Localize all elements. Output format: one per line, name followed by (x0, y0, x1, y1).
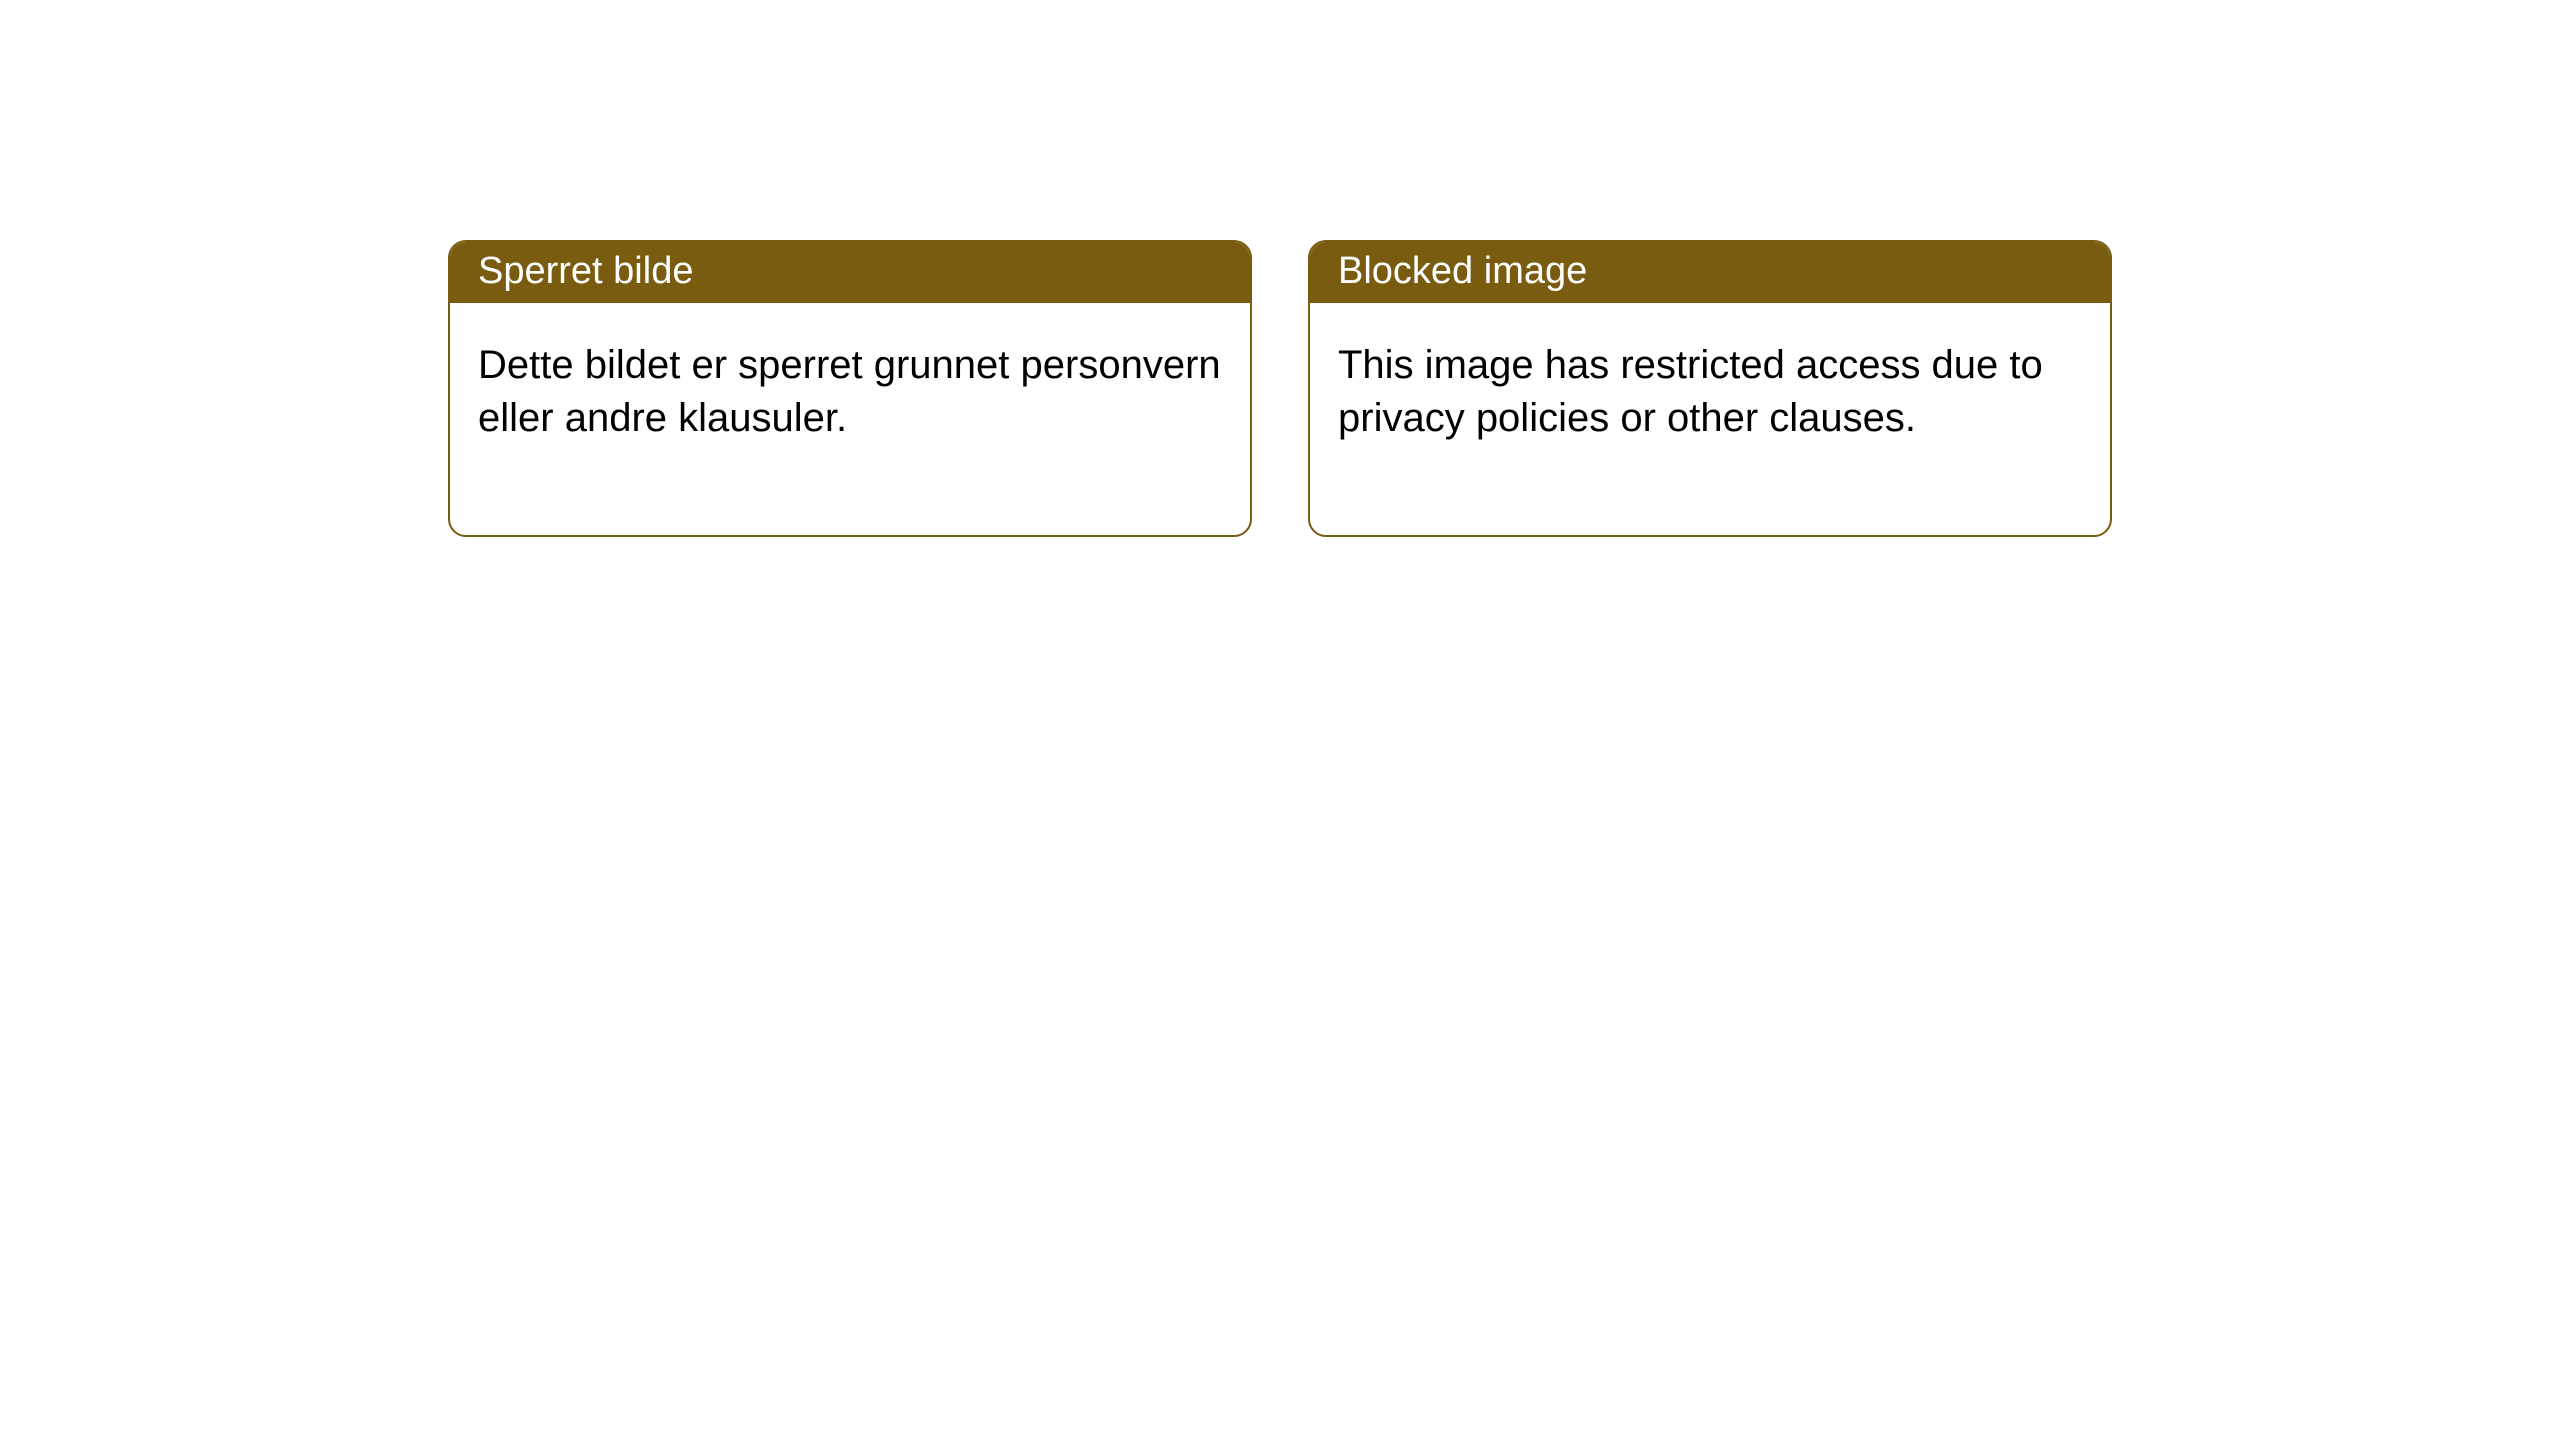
card-header: Sperret bilde (450, 242, 1250, 303)
card-body: Dette bildet er sperret grunnet personve… (450, 303, 1250, 535)
notice-card-norwegian: Sperret bilde Dette bildet er sperret gr… (448, 240, 1252, 537)
notice-card-english: Blocked image This image has restricted … (1308, 240, 2112, 537)
card-header: Blocked image (1310, 242, 2110, 303)
notice-cards-container: Sperret bilde Dette bildet er sperret gr… (0, 0, 2560, 537)
card-body: This image has restricted access due to … (1310, 303, 2110, 535)
